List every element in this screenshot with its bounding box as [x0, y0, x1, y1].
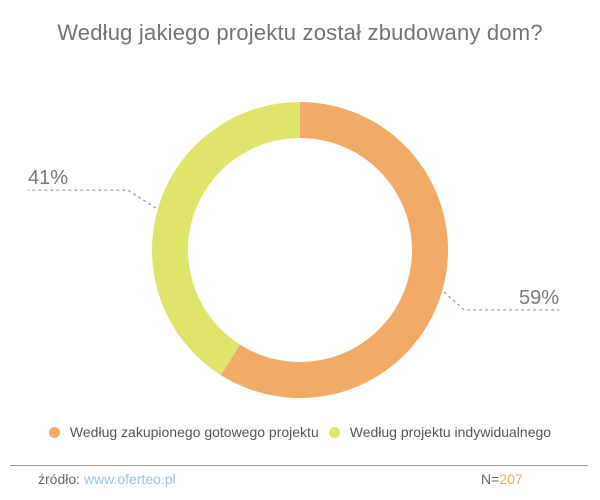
- leader-line-1: [27, 189, 157, 209]
- legend-item-gotowy: Według zakupionego gotowego projektu: [48, 424, 319, 440]
- footer-divider: [10, 465, 588, 466]
- legend: Według zakupionego gotowego projektu Wed…: [0, 424, 600, 440]
- legend-label-gotowy: Według zakupionego gotowego projektu: [69, 424, 319, 440]
- footer-source: źródło: www.oferteo.pl: [38, 471, 176, 487]
- source-link[interactable]: www.oferteo.pl: [83, 471, 176, 487]
- slice-projekt-indywidualny: [151, 102, 300, 375]
- legend-item-indywidualny: Według projektu indywidualnego: [328, 424, 552, 440]
- legend-swatch-yellow: [328, 426, 340, 438]
- source-label: źródło:: [38, 471, 81, 487]
- legend-swatch-orange: [48, 426, 60, 438]
- chart-title: Według jakiego projektu został zbudowany…: [57, 20, 543, 45]
- slice-gotowy-projekt: [220, 102, 448, 398]
- leader-line-0: [443, 291, 560, 311]
- slices-group: [151, 102, 448, 398]
- callouts-group: 59% 41%: [27, 167, 560, 311]
- donut-chart: 59% 41%: [27, 102, 560, 398]
- sample-size-label: N=: [481, 471, 500, 487]
- sample-size-value: 207: [499, 471, 523, 487]
- slice-value-label-0: 59%: [519, 287, 559, 309]
- slice-value-label-1: 41%: [28, 167, 68, 189]
- legend-label-indywidualny: Według projektu indywidualnego: [349, 424, 552, 440]
- sample-size: N=207: [481, 471, 523, 487]
